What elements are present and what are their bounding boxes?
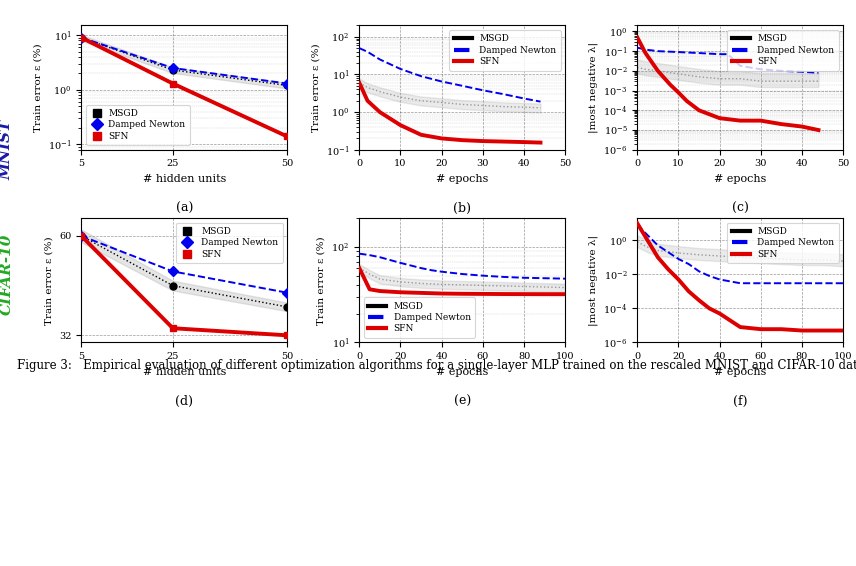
Y-axis label: Train error ε (%): Train error ε (%) xyxy=(312,44,320,132)
Text: Figure 3:   Empirical evaluation of different optimization algorithms for a sing: Figure 3: Empirical evaluation of differ… xyxy=(17,359,856,372)
Text: (a): (a) xyxy=(175,202,193,215)
Text: (b): (b) xyxy=(453,202,472,215)
Text: MNIST: MNIST xyxy=(0,120,14,180)
X-axis label: # hidden units: # hidden units xyxy=(143,367,226,377)
Text: (d): (d) xyxy=(175,395,193,408)
Y-axis label: Train error ε (%): Train error ε (%) xyxy=(45,236,54,324)
X-axis label: # epochs: # epochs xyxy=(714,367,766,377)
Legend: MSGD, Damped Newton, SFN: MSGD, Damped Newton, SFN xyxy=(175,222,282,263)
X-axis label: # epochs: # epochs xyxy=(436,367,489,377)
Y-axis label: Train error ε (%): Train error ε (%) xyxy=(317,236,326,324)
Text: CIFAR-10: CIFAR-10 xyxy=(0,234,14,315)
X-axis label: # hidden units: # hidden units xyxy=(143,174,226,184)
Legend: MSGD, Damped Newton, SFN: MSGD, Damped Newton, SFN xyxy=(728,30,839,71)
X-axis label: # epochs: # epochs xyxy=(714,174,766,184)
Legend: MSGD, Damped Newton, SFN: MSGD, Damped Newton, SFN xyxy=(364,297,475,338)
Text: (f): (f) xyxy=(733,395,747,408)
Y-axis label: |most negative λ|: |most negative λ| xyxy=(588,42,597,133)
Legend: MSGD, Damped Newton, SFN: MSGD, Damped Newton, SFN xyxy=(449,30,561,71)
Y-axis label: |most negative λ|: |most negative λ| xyxy=(588,235,597,326)
Legend: MSGD, Damped Newton, SFN: MSGD, Damped Newton, SFN xyxy=(86,105,190,145)
Text: (e): (e) xyxy=(454,395,471,408)
X-axis label: # epochs: # epochs xyxy=(436,174,489,184)
Legend: MSGD, Damped Newton, SFN: MSGD, Damped Newton, SFN xyxy=(728,222,839,263)
Text: (c): (c) xyxy=(732,202,749,215)
Y-axis label: Train error ε (%): Train error ε (%) xyxy=(33,44,43,132)
